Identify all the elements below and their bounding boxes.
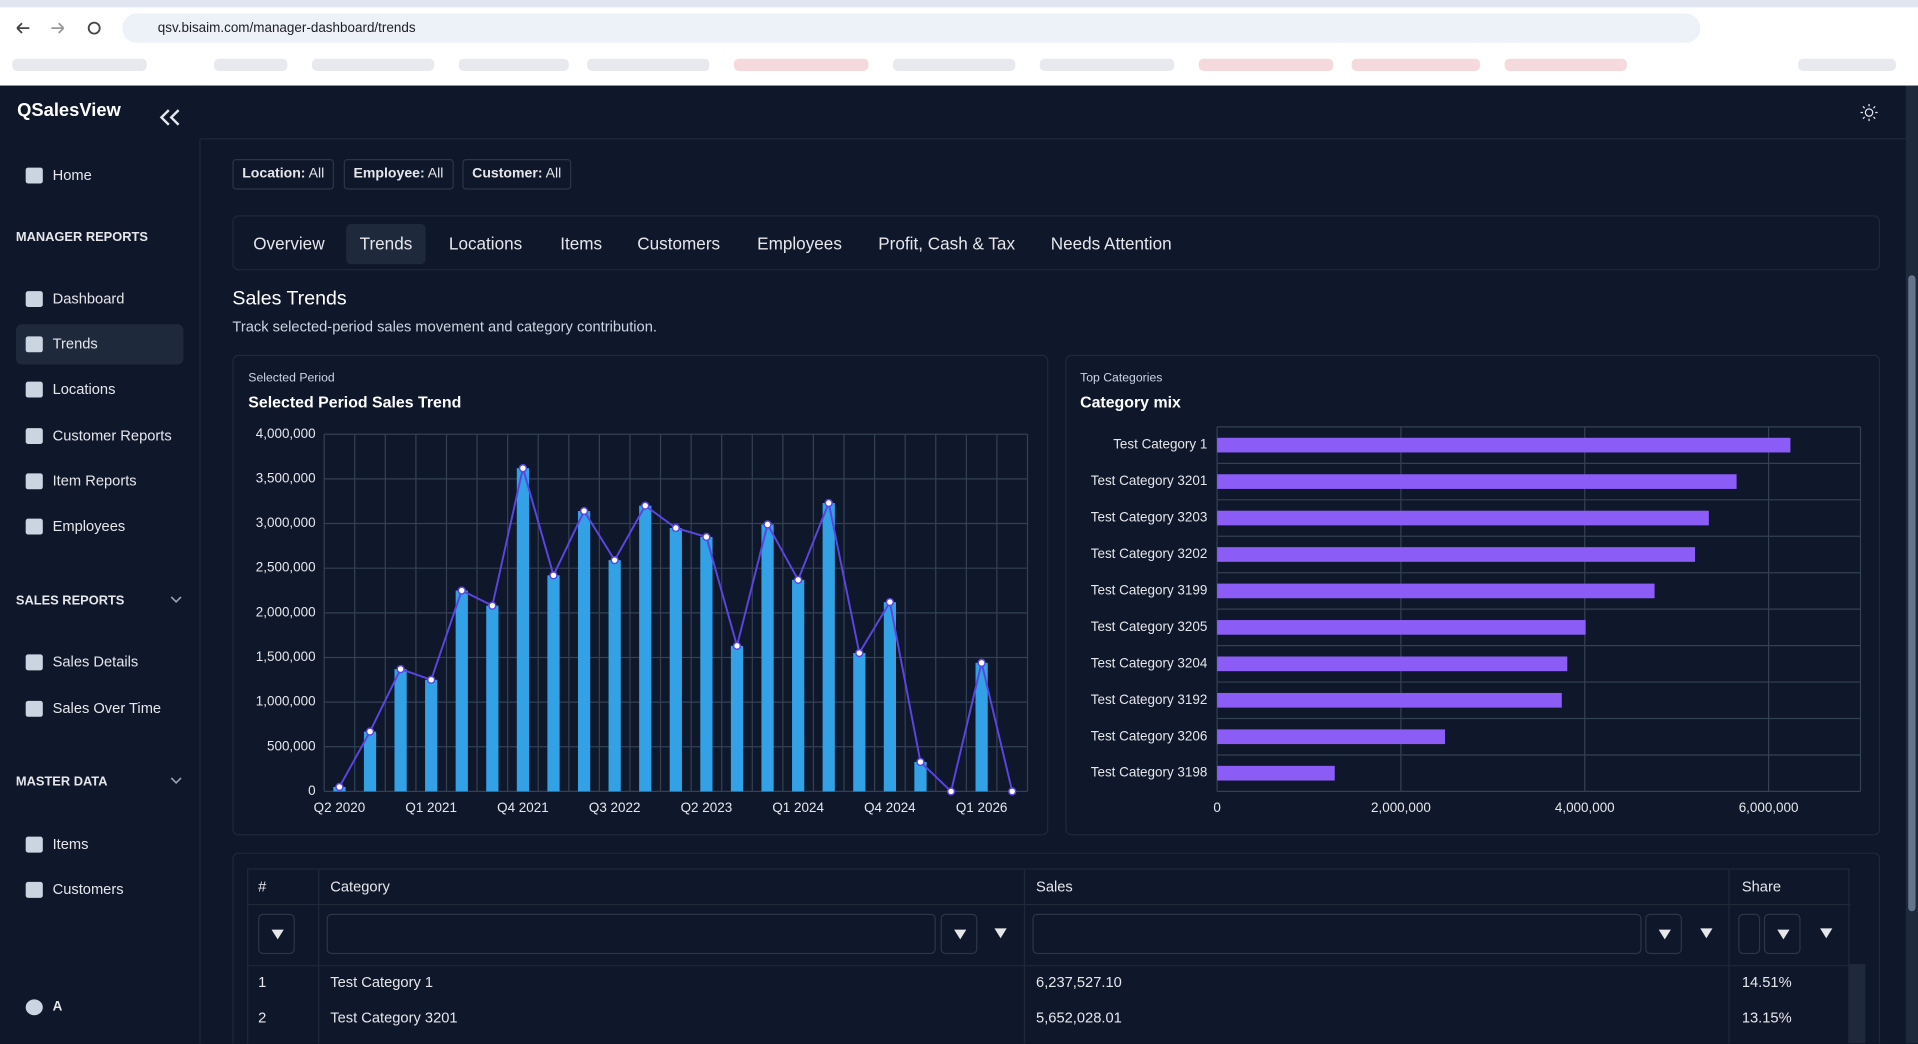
browser-chrome: qsv.bisaim.com/manager-dashboard/trends (0, 0, 1918, 86)
page-scrollbar[interactable] (1905, 85, 1918, 1044)
nav-item[interactable]: Sales Over Time (16, 689, 184, 729)
cell: 13.15% (1741, 1009, 1792, 1027)
filter-chip[interactable]: Customer: All (462, 159, 572, 190)
column-header[interactable]: Sales (1036, 878, 1073, 896)
column-header[interactable]: # (258, 878, 267, 896)
chart-kicker: Selected Period (248, 371, 335, 386)
nav-item[interactable]: Locations (16, 369, 184, 409)
chart-title: Selected Period Sales Trend (248, 392, 462, 411)
chart-card: Selected Period Selected Period Sales Tr… (232, 354, 1049, 836)
brand: QSalesView (17, 100, 121, 122)
nav-item[interactable]: Customer Reports (16, 416, 184, 456)
cell: 2 (258, 1009, 267, 1027)
collapse-button[interactable] (158, 108, 182, 128)
theme-toggle[interactable] (1859, 103, 1879, 123)
nav-item[interactable]: Item Reports (16, 461, 184, 501)
tab[interactable]: Profit, Cash & Tax (878, 233, 1016, 254)
sidebar: QSalesView Home MANAGER REPORTS Dashboar… (0, 85, 201, 1044)
tab[interactable]: Customers (637, 233, 721, 254)
browser-buttons (16, 21, 101, 35)
nav-item[interactable]: Items (16, 824, 184, 864)
nav-item[interactable]: Trends (15, 324, 184, 365)
cell: 5,652,028.01 (1036, 1009, 1122, 1027)
filter-button[interactable] (1763, 913, 1801, 955)
tab[interactable]: Employees (757, 233, 842, 254)
nav-group[interactable]: MASTER DATA (16, 774, 184, 789)
filter-button[interactable] (1645, 913, 1682, 955)
address-bar[interactable]: qsv.bisaim.com/manager-dashboard/trends (122, 13, 1701, 43)
clear-filter-button[interactable] (1808, 914, 1845, 954)
column-header[interactable]: Share (1741, 878, 1782, 896)
user-menu[interactable]: A (16, 987, 184, 1027)
section-title: Sales Trends (232, 288, 347, 310)
nav-item[interactable]: Customers (16, 870, 184, 910)
nav-group[interactable]: MANAGER REPORTS (15, 229, 148, 245)
nav-item[interactable]: Employees (16, 506, 184, 546)
chart-title: Category mix (1080, 392, 1181, 411)
nav-item[interactable]: Home (16, 155, 184, 195)
tabs: Overview Trends Locations Items Customer… (232, 215, 1881, 271)
column-header[interactable]: Category (330, 878, 390, 896)
cell: 6,237,527.10 (1036, 973, 1122, 991)
tab[interactable]: Items (560, 233, 603, 254)
tab[interactable]: Locations (448, 233, 523, 254)
filter-button[interactable] (940, 913, 978, 955)
filter-chip[interactable]: Employee: All (343, 159, 454, 190)
bookmarks-bar (0, 51, 1918, 78)
cell: Test Category 1 (330, 973, 434, 991)
top-bar (199, 85, 1906, 140)
nav-item[interactable]: Sales Details (16, 642, 184, 682)
chart-kicker: Top Categories (1080, 371, 1163, 386)
cell: Test Category 3201 (330, 1009, 458, 1027)
nav-group[interactable]: SALES REPORTS (16, 593, 184, 608)
table-scrollbar[interactable] (1849, 963, 1866, 1044)
cell: 1 (258, 973, 267, 991)
filter-input[interactable] (326, 913, 936, 955)
filter-button[interactable] (258, 913, 295, 955)
clear-filter-button[interactable] (982, 914, 1019, 954)
table-card (232, 852, 1881, 1044)
nav-item[interactable]: Dashboard (16, 279, 184, 319)
tab[interactable]: Needs Attention (1050, 233, 1172, 254)
cell: 14.51% (1741, 973, 1792, 991)
tab-strip (0, 0, 1918, 8)
clear-filter-button[interactable] (1688, 914, 1725, 954)
filter-input[interactable] (1738, 913, 1761, 955)
filter-chip[interactable]: Location: All (232, 159, 335, 190)
tab[interactable]: Overview (253, 233, 325, 254)
filter-input[interactable] (1032, 913, 1642, 955)
section-subtitle: Track selected-period sales movement and… (232, 318, 657, 336)
tab[interactable]: Trends (346, 223, 426, 265)
chart-card: Top Categories Category mix (1065, 354, 1881, 836)
data-table (247, 868, 1851, 1044)
